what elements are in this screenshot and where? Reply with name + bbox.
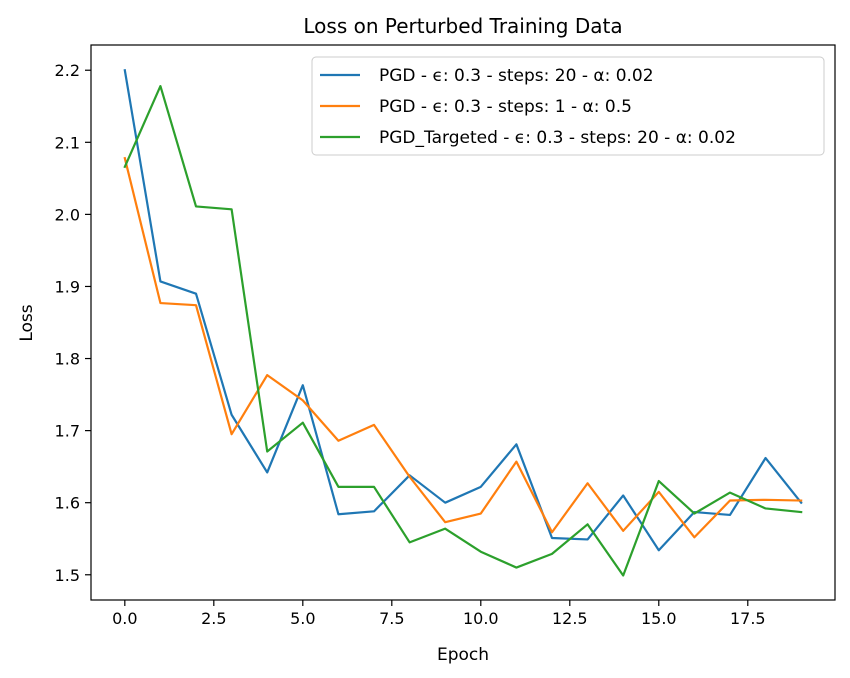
y-tick-label: 1.5: [55, 566, 80, 585]
legend-entry-1: PGD - ϵ: 0.3 - steps: 20 - α: 0.02: [379, 66, 654, 86]
y-tick-label: 2.1: [55, 133, 80, 152]
legend-entry-2: PGD - ϵ: 0.3 - steps: 1 - α: 0.5: [379, 97, 632, 117]
x-tick-label: 15.0: [641, 609, 677, 628]
x-tick-label: 7.5: [379, 609, 404, 628]
series-line-3: [123, 84, 803, 577]
series-line-2: [123, 156, 803, 539]
y-tick-label: 2.0: [55, 205, 80, 224]
y-tick-label: 1.7: [55, 422, 80, 441]
y-tick-label: 1.8: [55, 350, 80, 369]
y-axis-label: Loss: [17, 304, 37, 341]
y-tick-label: 2.2: [55, 61, 80, 80]
x-axis-label: Epoch: [437, 645, 489, 665]
x-tick-label: 5.0: [290, 609, 315, 628]
x-tick-label: 10.0: [463, 609, 499, 628]
x-tick-label: 12.5: [552, 609, 588, 628]
plot-area: 0.0 2.5 5.0 7.5 10.0 12.5 15.0 17.5 1.5 1.6 1.7 1.8…: [55, 44, 836, 628]
plot-frame: [90, 44, 836, 601]
legend-box: [311, 56, 825, 156]
legend-entry-3: PGD_Targeted - ϵ: 0.3 - steps: 20 - α: 0…: [379, 128, 736, 148]
chart-title: Loss on Perturbed Training Data: [303, 14, 622, 38]
y-tick-label: 1.6: [55, 494, 80, 513]
x-tick-label: 2.5: [201, 609, 226, 628]
y-tick-label: 1.9: [55, 277, 80, 296]
x-tick-label: 0.0: [112, 609, 137, 628]
legend: PGD - ϵ: 0.3 - steps: 20 - α: 0.02 PGD - …: [311, 56, 825, 156]
x-tick-label: 17.5: [730, 609, 766, 628]
